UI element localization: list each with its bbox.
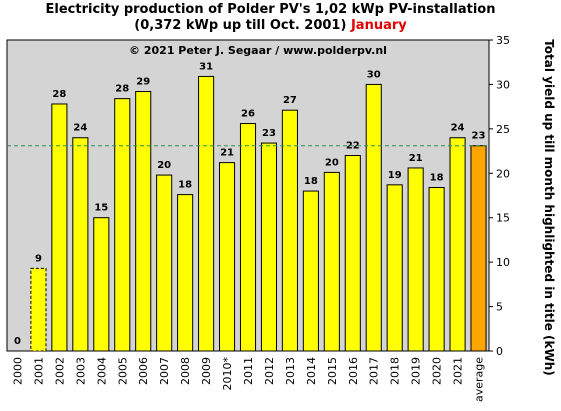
bar-2003 xyxy=(72,137,89,352)
chart-title-line1: Electricity production of Polder PV's 1,… xyxy=(45,2,496,17)
x-tick-label: 2002 xyxy=(53,357,66,385)
bar-2020 xyxy=(428,187,445,352)
bar-2007 xyxy=(156,174,173,352)
y-tick-label: 25 xyxy=(496,123,510,136)
data-label-2003: 24 xyxy=(73,123,87,134)
bar-2017 xyxy=(365,83,382,352)
bar-2004 xyxy=(93,217,110,352)
data-label-2006: 29 xyxy=(136,77,150,88)
data-label-2014: 18 xyxy=(304,176,318,187)
x-tick-label: 2010* xyxy=(221,357,234,391)
chart-axes: 2000 2001 2002 2003 2004 2005 2006 2007 2008 2009… xyxy=(11,34,510,402)
data-label-2021: 24 xyxy=(451,123,465,134)
bar-2013 xyxy=(281,109,298,352)
y-tick-label: 10 xyxy=(496,256,510,269)
x-tick-label: 2015 xyxy=(326,357,339,385)
x-tick-label: 2018 xyxy=(389,357,402,385)
x-tick-label: 2000 xyxy=(11,357,24,385)
chart-annotation: © 2021 Peter J. Segaar / www.polderpv.nl xyxy=(129,44,387,57)
x-tick-label: 2011 xyxy=(242,357,255,385)
x-tick-label: 2014 xyxy=(305,357,318,385)
data-label-2002: 28 xyxy=(52,89,66,100)
bar-2012 xyxy=(260,142,278,352)
data-label-2004: 15 xyxy=(94,203,108,214)
x-tick-label: 2020 xyxy=(431,357,444,385)
y-tick-label: 20 xyxy=(496,167,510,180)
y-tick-label: 15 xyxy=(496,212,510,225)
data-label-2001: 9 xyxy=(35,253,42,264)
data-label-2008: 18 xyxy=(178,180,192,191)
y-tick-label: 5 xyxy=(496,301,503,314)
x-tick-label: 2019 xyxy=(410,357,423,385)
bar-2014 xyxy=(302,190,319,352)
data-label-2005: 28 xyxy=(115,84,129,95)
x-tick-label: 2004 xyxy=(95,357,108,385)
data-label-2007: 20 xyxy=(157,160,171,171)
bar-2002 xyxy=(51,103,68,352)
x-tick-label: 2016 xyxy=(347,357,360,385)
bar-2005 xyxy=(114,98,131,352)
bar-2021 xyxy=(449,137,466,352)
x-tick-label: 2008 xyxy=(179,357,192,385)
bar-2011 xyxy=(239,123,257,352)
data-label-2009: 31 xyxy=(199,61,213,72)
data-label-2020: 18 xyxy=(430,173,444,184)
bar-average xyxy=(470,145,487,352)
bar-2006 xyxy=(135,91,152,352)
chart-title-prefix: (0,372 kWp up till Oct. 2001) xyxy=(134,18,351,33)
data-label-2015: 20 xyxy=(325,157,339,168)
x-tick-label: 2017 xyxy=(368,357,381,385)
data-label-2000: 0 xyxy=(14,336,21,347)
y-tick-label: 30 xyxy=(496,78,510,91)
bar-2008 xyxy=(177,194,194,352)
x-tick-label: 2012 xyxy=(263,357,276,385)
data-label-2013: 27 xyxy=(283,95,297,106)
x-tick-label: 2006 xyxy=(137,357,150,385)
bar-2016 xyxy=(344,155,361,352)
x-tick-label: 2001 xyxy=(32,357,45,385)
y-tick-label: 0 xyxy=(496,345,503,358)
data-label-average: 23 xyxy=(472,131,486,142)
data-label-2011: 26 xyxy=(241,109,255,120)
chart-title-month: January xyxy=(350,18,407,33)
x-tick-label: 2007 xyxy=(158,357,171,385)
chart-marks: 0928241528292018312126232718202230192118… xyxy=(7,61,489,352)
x-tick-label: 2021 xyxy=(452,357,465,385)
bar-2001 xyxy=(30,267,47,352)
bar-2018 xyxy=(386,184,403,352)
bar-2010-star xyxy=(218,162,236,352)
bar-2019 xyxy=(407,167,424,352)
data-label-2018: 19 xyxy=(388,170,402,181)
x-tick-label: 2005 xyxy=(116,357,129,385)
bar-2015 xyxy=(323,171,340,352)
data-label-2019: 21 xyxy=(409,153,423,164)
chart-title-line2: (0,372 kWp up till Oct. 2001) January xyxy=(0,18,551,33)
x-tick-label: 2013 xyxy=(284,357,297,385)
y-tick-label: 35 xyxy=(496,34,510,47)
x-tick-label: 2009 xyxy=(200,357,213,385)
y-axis-label: Total yield up till month highlighted in… xyxy=(542,39,556,376)
data-label-2017: 30 xyxy=(367,69,381,80)
x-tick-label: 2003 xyxy=(74,357,87,385)
data-label-2010-star: 21 xyxy=(220,148,234,159)
data-label-2012: 23 xyxy=(262,128,276,139)
bar-2009 xyxy=(198,75,215,352)
x-tick-label: average xyxy=(473,357,486,402)
